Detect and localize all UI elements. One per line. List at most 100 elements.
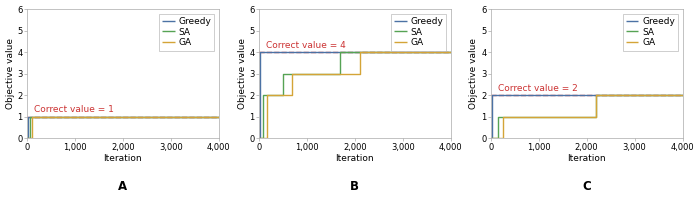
Y-axis label: Objective value: Objective value [237,38,246,109]
Line: GA: GA [491,95,682,138]
Greedy [214,116,223,118]
Text: C: C [582,180,591,193]
Text: A: A [118,180,127,193]
SA [279,94,287,97]
X-axis label: Iteration: Iteration [568,154,606,163]
GA [27,116,36,118]
X-axis label: Iteration: Iteration [104,154,142,163]
SA [258,137,267,140]
GA [356,72,364,75]
SA [279,94,287,97]
SA [214,116,223,118]
Line: GA: GA [27,117,218,138]
Line: SA: SA [491,95,682,138]
Greedy [486,137,495,140]
Greedy [447,51,455,54]
SA [494,116,502,118]
SA [26,137,34,140]
SA [447,51,455,54]
Text: Correct value = 4: Correct value = 4 [266,41,346,50]
Legend: Greedy, SA, GA: Greedy, SA, GA [391,14,446,50]
Legend: Greedy, SA, GA: Greedy, SA, GA [159,14,214,50]
SA [279,72,287,75]
GA [678,94,687,97]
SA [336,72,344,75]
Greedy [24,137,32,140]
SA [26,116,34,118]
GA [356,72,364,75]
SA [494,137,502,140]
Greedy [256,137,265,140]
SA [258,137,267,140]
GA [214,116,223,118]
SA [525,116,533,118]
SA [525,116,533,118]
GA [530,116,538,118]
SA [447,51,455,54]
GA [530,116,538,118]
Greedy [488,137,496,140]
GA [592,116,601,118]
Line: Greedy: Greedy [259,52,451,138]
SA [678,94,687,97]
Y-axis label: Objective value: Objective value [6,38,15,109]
X-axis label: Iteration: Iteration [335,154,374,163]
Greedy [488,137,496,140]
SA [678,94,687,97]
SA [26,137,34,140]
GA [27,137,36,140]
GA [592,116,601,118]
SA [255,137,263,140]
Greedy [256,137,265,140]
Greedy [24,116,32,118]
GA [263,137,272,140]
GA [263,137,272,140]
GA [255,137,263,140]
Greedy [24,137,32,140]
SA [592,116,601,118]
SA [494,137,502,140]
Line: Greedy: Greedy [491,95,682,138]
GA [263,137,272,140]
GA [498,137,507,140]
SA [336,72,344,75]
Greedy [24,137,32,140]
SA [214,116,223,118]
GA [263,94,272,97]
GA [288,94,297,97]
Text: Correct value = 2: Correct value = 2 [498,84,578,93]
SA [525,116,533,118]
SA [26,137,34,140]
SA [525,116,533,118]
GA [678,94,687,97]
SA [336,51,344,54]
Greedy [214,116,223,118]
Greedy [22,137,31,140]
SA [258,94,267,97]
GA [530,116,538,118]
GA [288,94,297,97]
Line: SA: SA [259,52,451,138]
SA [486,137,495,140]
Greedy [256,51,265,54]
GA [498,137,507,140]
Legend: Greedy, SA, GA: Greedy, SA, GA [623,14,678,50]
GA [498,137,507,140]
GA [447,51,455,54]
SA [494,137,502,140]
Greedy [678,94,687,97]
GA [447,51,455,54]
Line: Greedy: Greedy [27,117,218,138]
Greedy [488,94,496,97]
SA [592,94,601,97]
Text: B: B [350,180,359,193]
GA [498,116,507,118]
SA [258,137,267,140]
GA [288,94,297,97]
Greedy [678,94,687,97]
GA [592,94,601,97]
SA [336,72,344,75]
GA [356,72,364,75]
Greedy [255,137,263,140]
GA [27,137,36,140]
